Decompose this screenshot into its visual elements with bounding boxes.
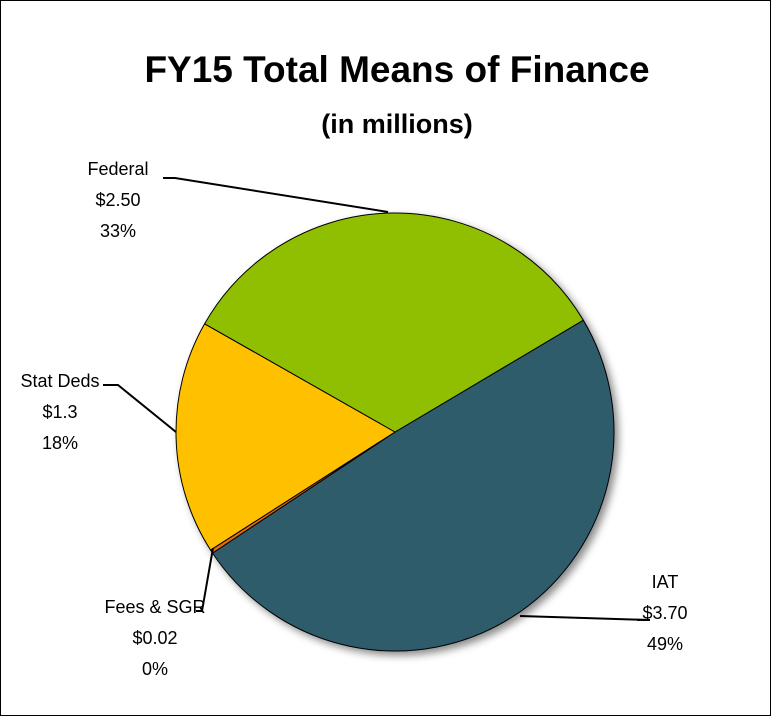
value-label: $0.02 xyxy=(132,628,177,648)
pie-slice xyxy=(211,319,615,652)
slice-label: Stat Deds xyxy=(20,371,99,391)
slice-label: IAT xyxy=(652,572,679,592)
percent-label: 18% xyxy=(42,433,78,453)
leader-line xyxy=(196,547,214,612)
pie xyxy=(175,212,615,652)
leader-line xyxy=(163,177,389,213)
leader-line xyxy=(103,384,177,433)
percent-label: 33% xyxy=(100,221,136,241)
chart-title: FY15 Total Means of Finance xyxy=(144,49,649,90)
percent-label: 0% xyxy=(142,659,168,679)
pie-slice xyxy=(175,323,396,551)
percent-label: 49% xyxy=(647,634,683,654)
value-label: $2.50 xyxy=(95,190,140,210)
chart-subtitle: (in millions) xyxy=(321,109,473,139)
value-label: $3.70 xyxy=(642,603,687,623)
slice-label: Fees & SGR xyxy=(104,597,205,617)
value-label: $1.3 xyxy=(42,402,77,422)
pie-slice xyxy=(203,212,584,433)
leader-line xyxy=(519,615,651,621)
slice-label: Federal xyxy=(87,159,148,179)
